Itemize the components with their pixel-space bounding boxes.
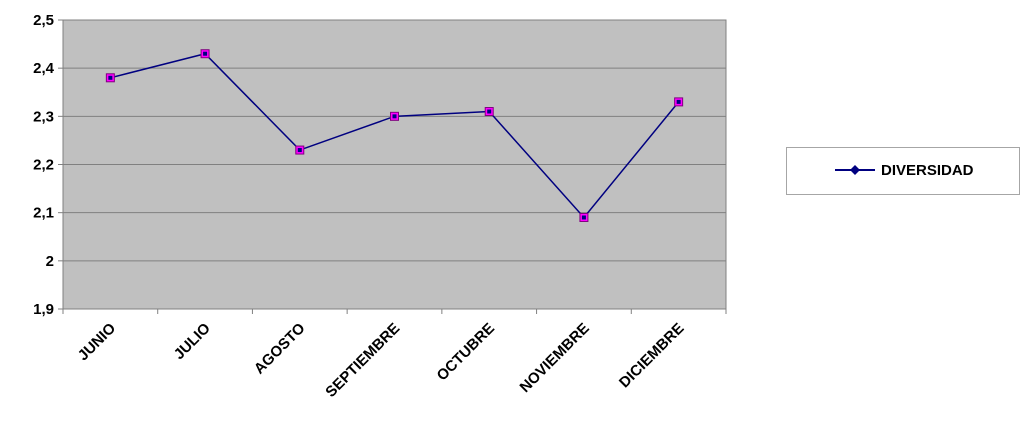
y-tick-label: 2,3 bbox=[33, 108, 54, 125]
x-tick-label: DICIEMBRE bbox=[616, 320, 688, 392]
legend: DIVERSIDAD bbox=[786, 147, 1020, 195]
x-tick-label: NOVIEMBRE bbox=[516, 320, 592, 396]
data-point-center bbox=[676, 99, 681, 104]
axes bbox=[58, 19, 727, 314]
data-point-center bbox=[487, 109, 492, 114]
legend-label: DIVERSIDAD bbox=[881, 162, 974, 179]
series-diversidad bbox=[105, 49, 684, 222]
x-tick-labels: JUNIO JULIO AGOSTO SEPTIEMBRE OCTUBRE NOVIEMB… bbox=[75, 320, 688, 401]
data-point-center bbox=[297, 148, 302, 153]
y-tick-label: 1,9 bbox=[33, 301, 54, 318]
y-tick-label: 2,5 bbox=[33, 12, 54, 29]
y-tick-label: 2 bbox=[46, 253, 54, 270]
y-tick-label: 2,1 bbox=[33, 205, 54, 222]
data-point-center bbox=[392, 114, 397, 119]
y-tick-label: 2,2 bbox=[33, 157, 54, 174]
x-tick-label: OCTUBRE bbox=[434, 320, 498, 384]
data-point-center bbox=[581, 215, 586, 220]
legend-swatch-icon bbox=[835, 165, 875, 175]
y-tick-label: 2,4 bbox=[33, 60, 55, 77]
data-point-center bbox=[203, 51, 208, 56]
x-tick-label: SEPTIEMBRE bbox=[322, 320, 403, 401]
gridlines bbox=[63, 67, 726, 262]
x-tick-label: JUNIO bbox=[75, 320, 120, 365]
data-point-center bbox=[108, 75, 113, 80]
x-tick-label: JULIO bbox=[171, 320, 214, 363]
x-tick-label: AGOSTO bbox=[251, 320, 309, 378]
y-tick-labels: 1,9 2 2,1 2,2 2,3 2,4 2,5 bbox=[33, 12, 55, 318]
